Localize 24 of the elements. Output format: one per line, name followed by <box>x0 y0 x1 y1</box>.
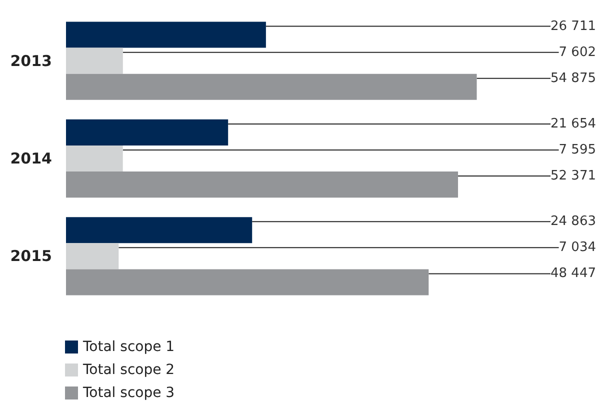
y-tick-label: 2014 <box>10 150 52 168</box>
y-tick-label: 2013 <box>10 52 52 70</box>
data-label: 21 654 <box>550 116 596 132</box>
data-label: 24 863 <box>550 214 596 230</box>
bar <box>66 269 429 296</box>
bar <box>66 217 252 244</box>
bar <box>66 172 458 198</box>
bar <box>66 119 228 146</box>
bar <box>66 22 266 48</box>
data-label: 7 034 <box>558 240 596 256</box>
bar <box>66 74 477 100</box>
data-label: 26 711 <box>550 18 596 34</box>
legend-label: Total scope 3 <box>82 385 175 401</box>
data-label: 54 875 <box>550 70 596 86</box>
data-label: 7 595 <box>558 142 596 158</box>
bar <box>66 145 123 172</box>
data-label: 7 602 <box>558 44 596 60</box>
y-tick-label: 2015 <box>10 247 52 266</box>
legend-label: Total scope 2 <box>82 362 175 378</box>
data-label: 52 371 <box>550 168 596 184</box>
bar <box>66 48 123 74</box>
legend-label: Total scope 1 <box>82 339 175 355</box>
bar <box>66 243 119 270</box>
data-label: 48 447 <box>550 266 596 282</box>
